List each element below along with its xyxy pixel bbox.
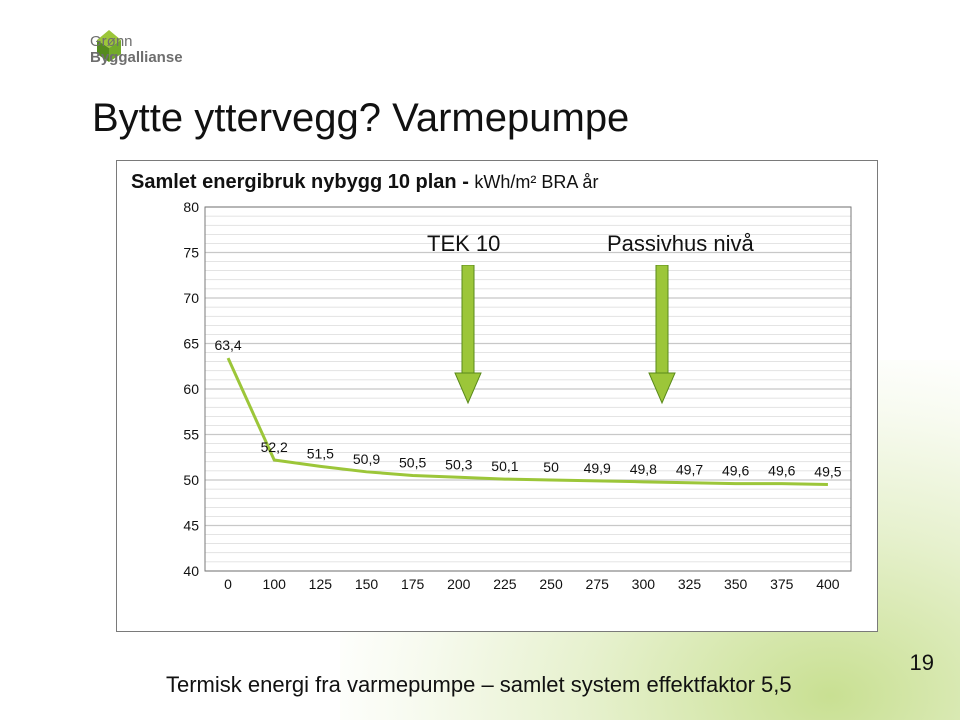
page-number: 19 <box>910 650 934 676</box>
svg-text:0: 0 <box>224 576 232 592</box>
svg-text:275: 275 <box>586 576 610 592</box>
svg-text:49,6: 49,6 <box>722 463 749 479</box>
chart-plot: 40 45 50 55 60 65 70 75 80 0 100 125 150 175 200 225 250… <box>171 201 861 597</box>
svg-text:50: 50 <box>183 472 199 488</box>
chart-container: Samlet energibruk nybygg 10 plan - kWh/m… <box>116 160 878 632</box>
svg-text:49,6: 49,6 <box>768 463 795 479</box>
svg-text:51,5: 51,5 <box>307 445 334 461</box>
chart-title: Samlet energibruk nybygg 10 plan - kWh/m… <box>131 171 598 194</box>
tek10-arrow-icon <box>453 265 483 405</box>
svg-text:225: 225 <box>493 576 517 592</box>
svg-text:50,1: 50,1 <box>491 458 518 474</box>
chart-title-light: kWh/m² BRA år <box>474 172 598 192</box>
footer-caption: Termisk energi fra varmepumpe – samlet s… <box>166 672 792 698</box>
svg-text:52,2: 52,2 <box>261 439 288 455</box>
svg-text:40: 40 <box>183 563 199 579</box>
svg-text:125: 125 <box>309 576 333 592</box>
svg-text:175: 175 <box>401 576 425 592</box>
svg-text:350: 350 <box>724 576 748 592</box>
svg-text:63,4: 63,4 <box>214 337 241 353</box>
svg-text:49,8: 49,8 <box>630 461 657 477</box>
svg-text:50,9: 50,9 <box>353 451 380 467</box>
svg-text:49,7: 49,7 <box>676 462 703 478</box>
passivhus-arrow-icon <box>647 265 677 405</box>
svg-text:55: 55 <box>183 427 199 443</box>
svg-text:49,5: 49,5 <box>814 464 841 480</box>
svg-text:325: 325 <box>678 576 702 592</box>
svg-text:50,3: 50,3 <box>445 456 472 472</box>
svg-text:300: 300 <box>632 576 656 592</box>
svg-text:200: 200 <box>447 576 471 592</box>
svg-text:80: 80 <box>183 201 199 215</box>
svg-text:100: 100 <box>263 576 287 592</box>
svg-text:45: 45 <box>183 518 199 534</box>
chart-title-bold: Samlet energibruk nybygg 10 plan - <box>131 171 474 193</box>
brand-line1: Grønn <box>90 33 133 50</box>
svg-text:375: 375 <box>770 576 794 592</box>
svg-text:60: 60 <box>183 381 199 397</box>
svg-text:50,5: 50,5 <box>399 454 426 470</box>
svg-text:150: 150 <box>355 576 379 592</box>
svg-text:65: 65 <box>183 336 199 352</box>
svg-text:250: 250 <box>539 576 563 592</box>
passivhus-label: Passivhus nivå <box>607 231 754 257</box>
svg-text:75: 75 <box>183 245 199 261</box>
brand-logo: Grønn Byggallianse <box>28 20 178 78</box>
brand-name: Grønn Byggallianse <box>90 34 183 66</box>
svg-text:50: 50 <box>543 459 559 475</box>
svg-text:400: 400 <box>816 576 840 592</box>
tek10-label: TEK 10 <box>427 231 500 257</box>
svg-text:70: 70 <box>183 290 199 306</box>
brand-line2: Byggallianse <box>90 49 183 66</box>
slide-title: Bytte yttervegg? Varmepumpe <box>92 96 629 141</box>
svg-text:49,9: 49,9 <box>584 460 611 476</box>
